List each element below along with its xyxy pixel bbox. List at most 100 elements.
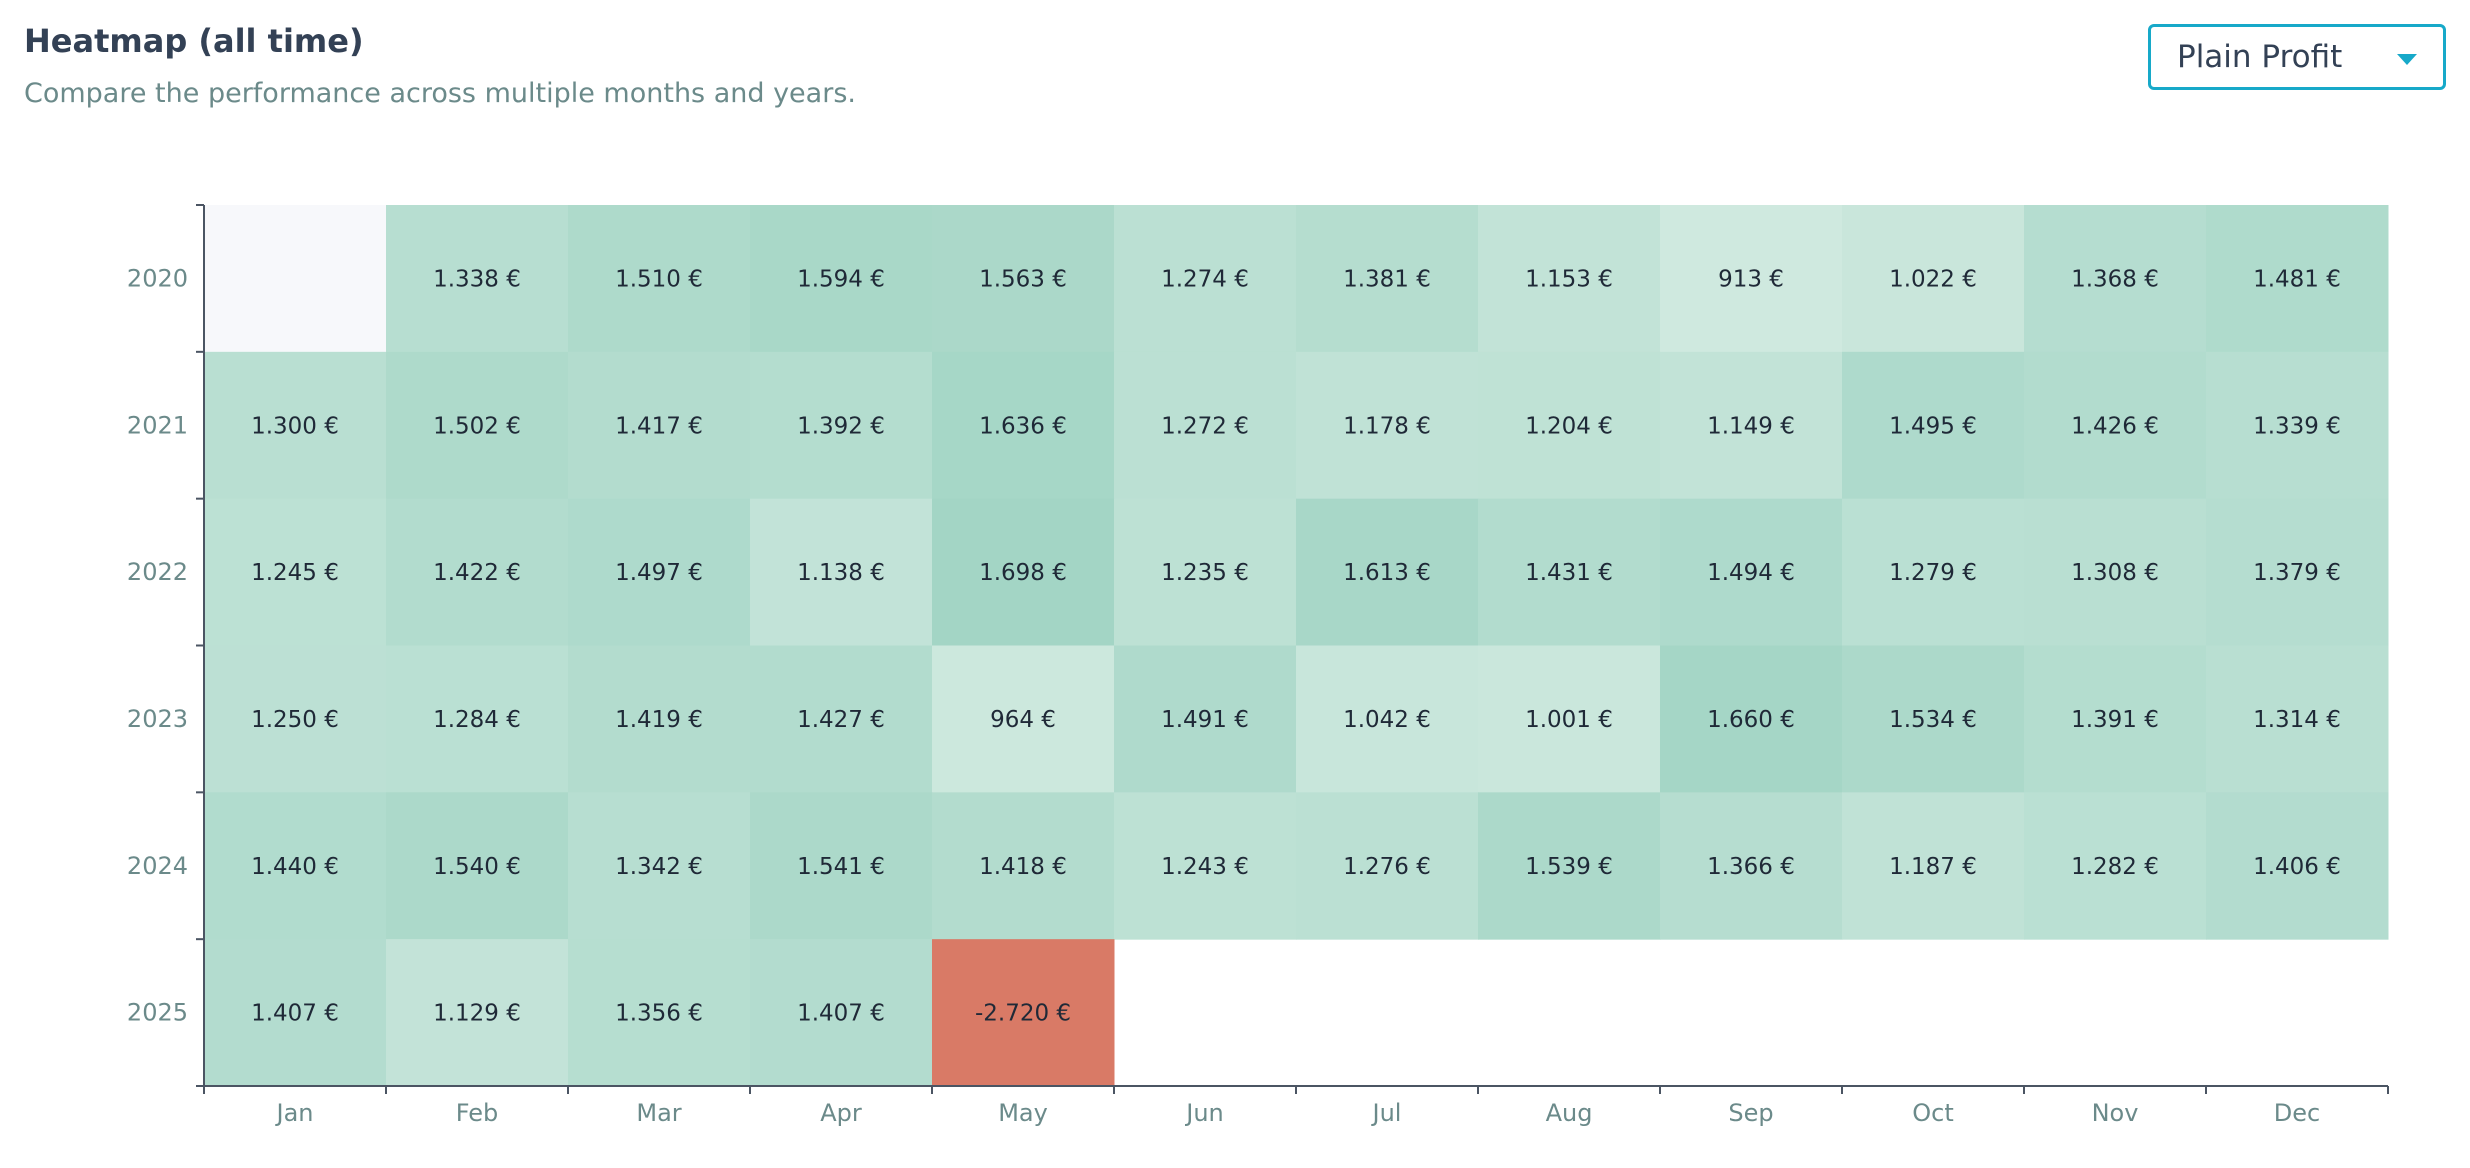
- heatmap-cell: [2206, 498, 2389, 646]
- heatmap-cell-label: 1.274 €: [1161, 266, 1249, 292]
- heatmap-cell: [204, 205, 387, 353]
- heatmap-cell-label: 1.339 €: [2253, 413, 2341, 439]
- heatmap-cell: [750, 205, 933, 353]
- heatmap-cell: [750, 645, 933, 793]
- heatmap-cell: [2206, 792, 2389, 940]
- heatmap-cell-label: 1.282 €: [2071, 854, 2159, 880]
- heatmap-cell-label: 1.022 €: [1889, 266, 1977, 292]
- heatmap-cell-label: 1.613 €: [1343, 560, 1431, 586]
- x-tick-label: Apr: [820, 1099, 862, 1127]
- heatmap-cell: [568, 351, 751, 500]
- heatmap-cell-label: 1.427 €: [797, 707, 885, 733]
- heatmap-cell: [932, 498, 1115, 646]
- x-tick-label: Jan: [275, 1099, 314, 1127]
- heatmap-cell-label: 1.510 €: [615, 266, 703, 292]
- y-tick-label: 2024: [127, 852, 188, 880]
- x-tick-label: Feb: [456, 1099, 499, 1127]
- heatmap-cell-label: 1.417 €: [615, 413, 703, 439]
- heatmap-cell: [1660, 792, 1843, 940]
- heatmap-cell: [1296, 792, 1479, 940]
- heatmap-cell-label: 1.342 €: [615, 854, 703, 880]
- heatmap-cell: [2024, 205, 2207, 353]
- heatmap-cell-label: 1.440 €: [251, 854, 339, 880]
- heatmap-cell: [1114, 792, 1297, 940]
- y-tick-label: 2021: [127, 411, 188, 439]
- heatmap-cell: [1296, 205, 1479, 353]
- x-tick-label: Dec: [2274, 1099, 2320, 1127]
- heatmap-cell: [932, 939, 1115, 1087]
- heatmap-cell-label: 1.481 €: [2253, 266, 2341, 292]
- heatmap-cell-label: 1.563 €: [979, 266, 1067, 292]
- heatmap-cell: [204, 939, 387, 1087]
- heatmap-cell: [204, 645, 387, 793]
- heatmap-cell-label: 1.368 €: [2071, 266, 2159, 292]
- heatmap-cell: [2024, 351, 2207, 500]
- x-tick-label: Mar: [636, 1099, 681, 1127]
- heatmap-cell-label: 1.276 €: [1343, 854, 1431, 880]
- heatmap-cell-label: 1.407 €: [251, 1001, 339, 1027]
- heatmap-cell-label: 1.497 €: [615, 560, 703, 586]
- heatmap-cell: [750, 351, 933, 500]
- heatmap-cell-label: 1.406 €: [2253, 854, 2341, 880]
- heatmap-cell: [1478, 498, 1661, 646]
- page-subtitle: Compare the performance across multiple …: [24, 78, 856, 109]
- heatmap-cell-label: 1.379 €: [2253, 560, 2341, 586]
- heatmap-cell-label: 1.338 €: [433, 266, 521, 292]
- heatmap-cell-label: 1.149 €: [1707, 413, 1795, 439]
- y-tick-label: 2022: [127, 558, 188, 586]
- heatmap-cell: [204, 351, 387, 500]
- heatmap-cell: [2206, 645, 2389, 793]
- heatmap-cell-label: 1.540 €: [433, 854, 521, 880]
- heatmap-cell: [932, 205, 1115, 353]
- heatmap-cell-label: 1.001 €: [1525, 707, 1613, 733]
- heatmap-cell: [386, 792, 569, 940]
- heatmap-cell: [1114, 205, 1297, 353]
- heatmap-cell-label: 1.187 €: [1889, 854, 1977, 880]
- heatmap-cell: [932, 792, 1115, 940]
- heatmap-cell-label: 1.235 €: [1161, 560, 1249, 586]
- heatmap-cell: [932, 645, 1115, 793]
- heatmap-cell: [1296, 351, 1479, 500]
- x-tick-label: Oct: [1912, 1099, 1954, 1127]
- x-tick-label: Jul: [1371, 1099, 1402, 1127]
- heatmap-cell-label: 1.153 €: [1525, 266, 1613, 292]
- heatmap-cell: [932, 351, 1115, 500]
- heatmap-cell: [386, 498, 569, 646]
- heatmap-cell: [568, 645, 751, 793]
- heatmap-cell-label: 1.042 €: [1343, 707, 1431, 733]
- heatmap-cell-label: 964 €: [990, 707, 1056, 733]
- x-tick-label: Aug: [1546, 1099, 1593, 1127]
- heatmap-cell-label: 1.204 €: [1525, 413, 1613, 439]
- heatmap-cell: [1478, 205, 1661, 353]
- heatmap-cell-label: 1.539 €: [1525, 854, 1613, 880]
- chevron-down-icon: [2397, 54, 2417, 65]
- heatmap-cell-label: 1.279 €: [1889, 560, 1977, 586]
- x-tick-label: May: [998, 1099, 1048, 1127]
- heatmap-cell-label: -2.720 €: [975, 1001, 1071, 1027]
- heatmap-cell: [568, 205, 751, 353]
- heatmap-cell: [2206, 351, 2389, 500]
- heatmap-cell-label: 1.391 €: [2071, 707, 2159, 733]
- heatmap-cell-label: 1.129 €: [433, 1001, 521, 1027]
- heatmap-cell: [2024, 645, 2207, 793]
- heatmap-cell: [1842, 792, 2025, 940]
- heatmap-cell-label: 1.356 €: [615, 1001, 703, 1027]
- page-title: Heatmap (all time): [24, 22, 364, 60]
- heatmap-cell: [1114, 498, 1297, 646]
- heatmap-cell: [1660, 351, 1843, 500]
- heatmap-cell-label: 1.178 €: [1343, 413, 1431, 439]
- x-tick-label: Sep: [1728, 1099, 1773, 1127]
- heatmap-cell: [204, 498, 387, 646]
- heatmap-cell: [568, 939, 751, 1087]
- heatmap-cell: [1842, 645, 2025, 793]
- heatmap-cell-label: 1.698 €: [979, 560, 1067, 586]
- x-tick-label: Nov: [2092, 1099, 2139, 1127]
- heatmap-cell-label: 1.272 €: [1161, 413, 1249, 439]
- heatmap-cell: [1660, 205, 1843, 353]
- heatmap-cell: [1114, 351, 1297, 500]
- heatmap-cell: [1842, 498, 2025, 646]
- metric-select-value: Plain Profit: [2177, 39, 2343, 75]
- heatmap-cell-label: 1.243 €: [1161, 854, 1249, 880]
- metric-select[interactable]: Plain Profit: [2148, 24, 2446, 90]
